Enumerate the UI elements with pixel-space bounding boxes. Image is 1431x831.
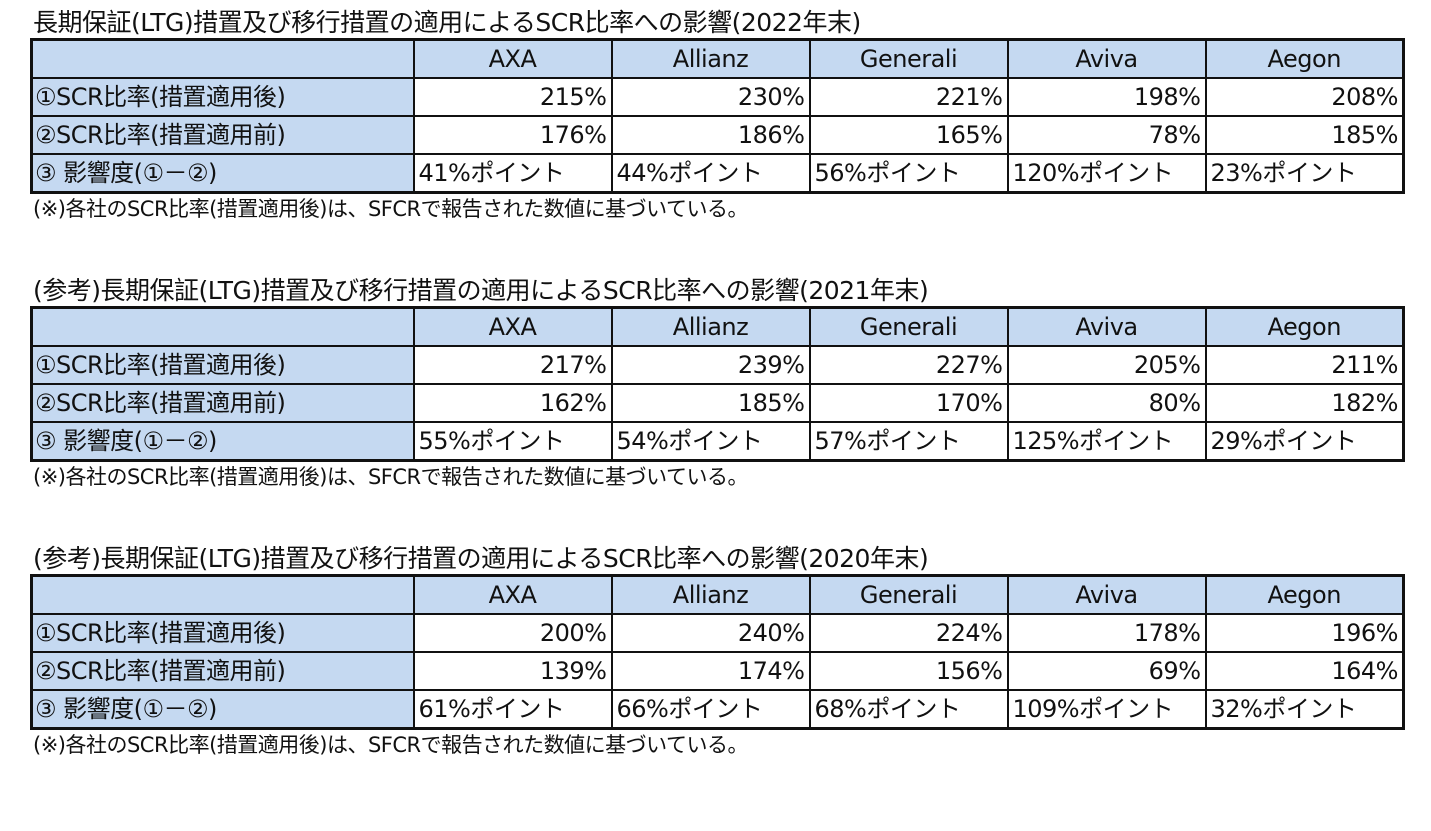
value-cell: 125%ポイント bbox=[1006, 421, 1207, 462]
value-cell: 61%ポイント bbox=[412, 689, 613, 730]
value-cell: 176% bbox=[412, 115, 613, 155]
column-header: Aviva bbox=[1006, 38, 1207, 79]
value-cell: 185% bbox=[1204, 115, 1405, 155]
table-title: (参考)長期保証(LTG)措置及び移行措置の適用によるSCR比率への影響(202… bbox=[33, 544, 929, 573]
table-row: ①SCR比率(措置適用後) 200% 240% 224% 178% 196% bbox=[30, 613, 1405, 653]
column-header: Generali bbox=[808, 574, 1009, 615]
value-cell: 32%ポイント bbox=[1204, 689, 1405, 730]
value-cell: 156% bbox=[808, 651, 1009, 691]
value-cell: 200% bbox=[412, 613, 613, 653]
table-title: 長期保証(LTG)措置及び移行措置の適用によるSCR比率への影響(2022年末) bbox=[33, 8, 861, 37]
footnote: (※)各社のSCR比率(措置適用後)は、SFCRで報告された数値に基づいている。 bbox=[33, 197, 748, 221]
row-label: ③ 影響度(①－②) bbox=[30, 421, 415, 462]
row-label: ③ 影響度(①－②) bbox=[30, 153, 415, 194]
value-cell: 55%ポイント bbox=[412, 421, 613, 462]
value-cell: 56%ポイント bbox=[808, 153, 1009, 194]
value-cell: 80% bbox=[1006, 383, 1207, 423]
table-section-0: 長期保証(LTG)措置及び移行措置の適用によるSCR比率への影響(2022年末)… bbox=[30, 8, 1405, 224]
column-header: Allianz bbox=[610, 574, 811, 615]
value-cell: 198% bbox=[1006, 77, 1207, 117]
value-cell: 165% bbox=[808, 115, 1009, 155]
table-row: ①SCR比率(措置適用後) 217% 239% 227% 205% 211% bbox=[30, 345, 1405, 385]
header-row: AXA Allianz Generali Aviva Aegon bbox=[30, 574, 1405, 615]
table-title: (参考)長期保証(LTG)措置及び移行措置の適用によるSCR比率への影響(202… bbox=[33, 276, 929, 305]
column-header: Aviva bbox=[1006, 574, 1207, 615]
table-row: ①SCR比率(措置適用後) 215% 230% 221% 198% 208% bbox=[30, 77, 1405, 117]
value-cell: 196% bbox=[1204, 613, 1405, 653]
value-cell: 186% bbox=[610, 115, 811, 155]
corner-cell bbox=[30, 574, 415, 615]
value-cell: 41%ポイント bbox=[412, 153, 613, 194]
row-label: ①SCR比率(措置適用後) bbox=[30, 345, 415, 385]
column-header: AXA bbox=[412, 306, 613, 347]
value-cell: 54%ポイント bbox=[610, 421, 811, 462]
value-cell: 217% bbox=[412, 345, 613, 385]
value-cell: 162% bbox=[412, 383, 613, 423]
row-label: ③ 影響度(①－②) bbox=[30, 689, 415, 730]
column-header: Aegon bbox=[1204, 574, 1405, 615]
table-row: ②SCR比率(措置適用前) 176% 186% 165% 78% 185% bbox=[30, 115, 1405, 155]
column-header: AXA bbox=[412, 574, 613, 615]
row-label: ②SCR比率(措置適用前) bbox=[30, 383, 415, 423]
scr-ratio-table: AXA Allianz Generali Aviva Aegon ①SCR比率(措置適用後… bbox=[30, 574, 1405, 730]
column-header: Allianz bbox=[610, 38, 811, 79]
value-cell: 69% bbox=[1006, 651, 1207, 691]
header-row: AXA Allianz Generali Aviva Aegon bbox=[30, 306, 1405, 347]
column-header: AXA bbox=[412, 38, 613, 79]
value-cell: 109%ポイント bbox=[1006, 689, 1207, 730]
column-header: Generali bbox=[808, 306, 1009, 347]
value-cell: 205% bbox=[1006, 345, 1207, 385]
table-row: ③ 影響度(①－②) 41%ポイント 44%ポイント 56%ポイント 120%ポイント 2… bbox=[30, 153, 1405, 194]
footnote: (※)各社のSCR比率(措置適用後)は、SFCRで報告された数値に基づいている。 bbox=[33, 733, 748, 757]
table-section-2: (参考)長期保証(LTG)措置及び移行措置の適用によるSCR比率への影響(202… bbox=[30, 544, 1405, 760]
table-row: ②SCR比率(措置適用前) 139% 174% 156% 69% 164% bbox=[30, 651, 1405, 691]
value-cell: 230% bbox=[610, 77, 811, 117]
value-cell: 66%ポイント bbox=[610, 689, 811, 730]
value-cell: 185% bbox=[610, 383, 811, 423]
table-section-1: (参考)長期保証(LTG)措置及び移行措置の適用によるSCR比率への影響(202… bbox=[30, 276, 1405, 492]
table-row: ③ 影響度(①－②) 61%ポイント 66%ポイント 68%ポイント 109%ポイント 3… bbox=[30, 689, 1405, 730]
value-cell: 221% bbox=[808, 77, 1009, 117]
value-cell: 178% bbox=[1006, 613, 1207, 653]
corner-cell bbox=[30, 38, 415, 79]
column-header: Allianz bbox=[610, 306, 811, 347]
value-cell: 23%ポイント bbox=[1204, 153, 1405, 194]
header-row: AXA Allianz Generali Aviva Aegon bbox=[30, 38, 1405, 79]
scr-ratio-table: AXA Allianz Generali Aviva Aegon ①SCR比率(措置適用後… bbox=[30, 306, 1405, 462]
value-cell: 182% bbox=[1204, 383, 1405, 423]
footnote: (※)各社のSCR比率(措置適用後)は、SFCRで報告された数値に基づいている。 bbox=[33, 465, 748, 489]
value-cell: 78% bbox=[1006, 115, 1207, 155]
column-header: Aviva bbox=[1006, 306, 1207, 347]
row-label: ①SCR比率(措置適用後) bbox=[30, 77, 415, 117]
value-cell: 170% bbox=[808, 383, 1009, 423]
value-cell: 139% bbox=[412, 651, 613, 691]
value-cell: 29%ポイント bbox=[1204, 421, 1405, 462]
table-row: ③ 影響度(①－②) 55%ポイント 54%ポイント 57%ポイント 125%ポイント 2… bbox=[30, 421, 1405, 462]
scr-ratio-table: AXA Allianz Generali Aviva Aegon ①SCR比率(措置適用後… bbox=[30, 38, 1405, 194]
value-cell: 239% bbox=[610, 345, 811, 385]
value-cell: 224% bbox=[808, 613, 1009, 653]
table-row: ②SCR比率(措置適用前) 162% 185% 170% 80% 182% bbox=[30, 383, 1405, 423]
column-header: Aegon bbox=[1204, 38, 1405, 79]
value-cell: 227% bbox=[808, 345, 1009, 385]
value-cell: 215% bbox=[412, 77, 613, 117]
value-cell: 68%ポイント bbox=[808, 689, 1009, 730]
value-cell: 208% bbox=[1204, 77, 1405, 117]
column-header: Generali bbox=[808, 38, 1009, 79]
value-cell: 44%ポイント bbox=[610, 153, 811, 194]
row-label: ②SCR比率(措置適用前) bbox=[30, 115, 415, 155]
value-cell: 164% bbox=[1204, 651, 1405, 691]
value-cell: 211% bbox=[1204, 345, 1405, 385]
row-label: ①SCR比率(措置適用後) bbox=[30, 613, 415, 653]
corner-cell bbox=[30, 306, 415, 347]
value-cell: 240% bbox=[610, 613, 811, 653]
value-cell: 57%ポイント bbox=[808, 421, 1009, 462]
value-cell: 174% bbox=[610, 651, 811, 691]
column-header: Aegon bbox=[1204, 306, 1405, 347]
row-label: ②SCR比率(措置適用前) bbox=[30, 651, 415, 691]
value-cell: 120%ポイント bbox=[1006, 153, 1207, 194]
